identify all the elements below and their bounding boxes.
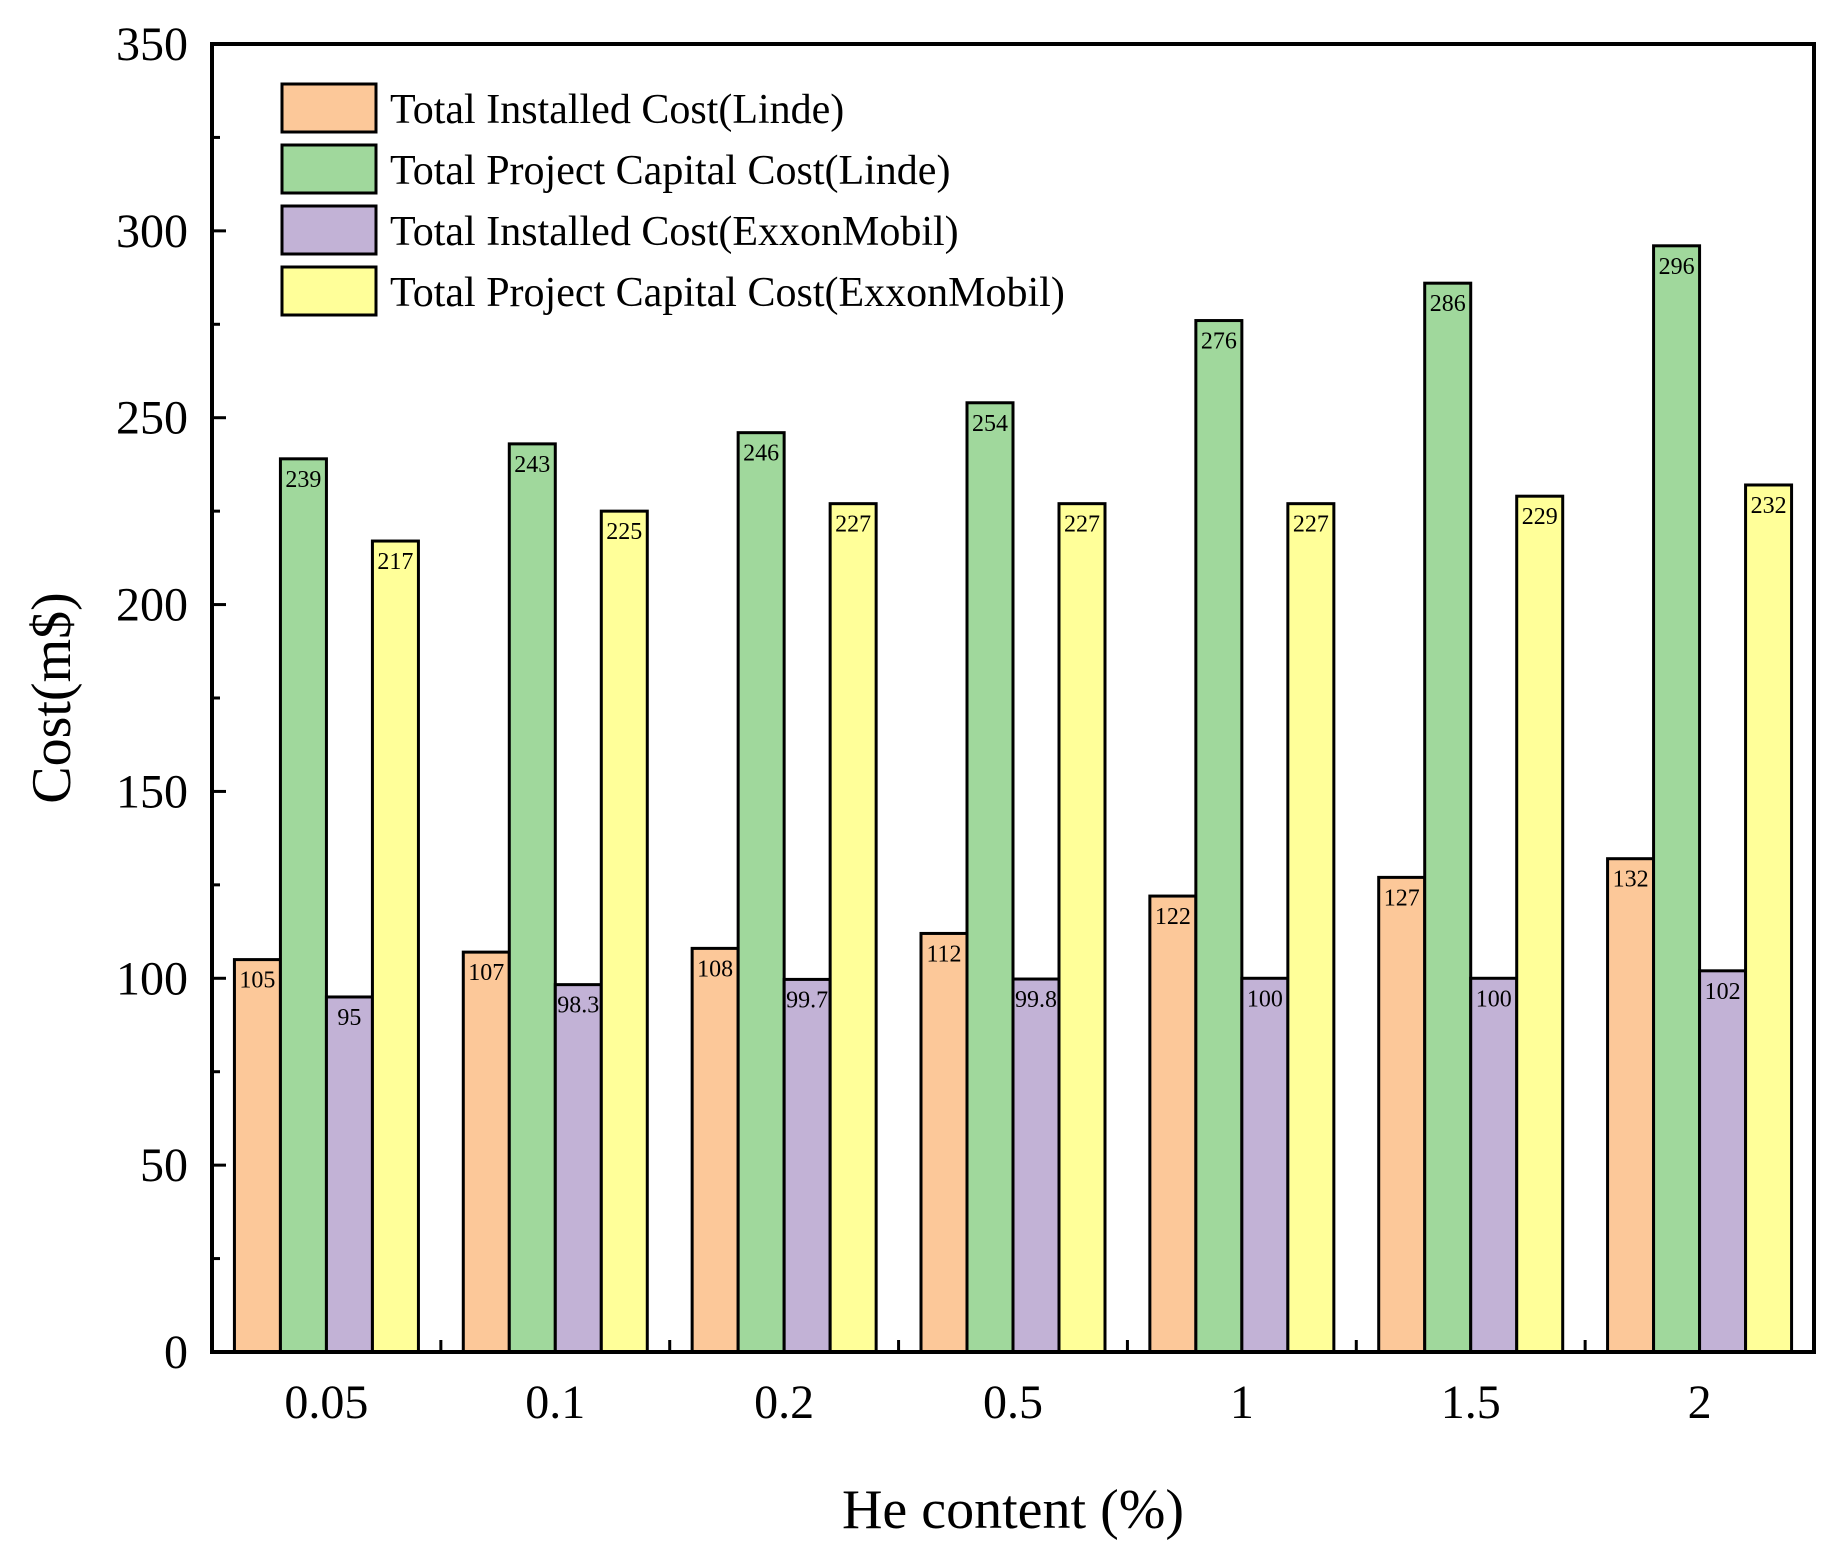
y-tick-label: 350 xyxy=(116,18,188,71)
data-label-s1-1: 122 xyxy=(1155,904,1191,930)
bar-s3-2 xyxy=(1698,969,1748,1354)
data-label-s2-0.2: 246 xyxy=(743,441,779,467)
data-label-s3-2: 102 xyxy=(1705,979,1741,1005)
data-label-s2-2: 296 xyxy=(1659,254,1695,280)
data-label-s3-0.1: 98.3 xyxy=(557,993,599,1019)
data-label-s4-0.1: 225 xyxy=(606,519,642,545)
data-label-s4-0.05: 217 xyxy=(377,549,413,575)
y-axis: 0 50 100 150 200 250 300 350 xyxy=(116,18,226,1379)
data-label-s4-1.5: 229 xyxy=(1522,504,1558,530)
bar-s2-0.1 xyxy=(507,442,557,1354)
data-labels-layer: 105 239 95 217 107 243 98.3 225 108 246 99.7 227 112… xyxy=(239,254,1786,1031)
data-label-s2-1: 276 xyxy=(1201,329,1237,355)
bar-s3-1 xyxy=(1240,976,1290,1354)
data-label-s2-1.5: 286 xyxy=(1430,291,1466,317)
data-label-s3-0.2: 99.7 xyxy=(786,987,828,1013)
legend-swatch-s1 xyxy=(280,82,378,134)
bar-s1-0.5 xyxy=(919,931,969,1354)
bar-s4-0.05 xyxy=(370,539,420,1354)
data-label-s4-0.2: 227 xyxy=(835,512,871,538)
data-label-s3-0.05: 95 xyxy=(337,1005,361,1031)
bar-s2-2 xyxy=(1652,244,1702,1354)
x-axis-title: He content (%) xyxy=(842,1479,1184,1541)
bar-s4-1 xyxy=(1286,502,1336,1354)
y-tick-label: 150 xyxy=(116,765,188,818)
bar-s3-0.5 xyxy=(1011,977,1061,1354)
data-label-s4-2: 232 xyxy=(1751,493,1787,519)
y-tick-label: 200 xyxy=(116,579,188,632)
data-label-s2-0.05: 239 xyxy=(285,467,321,493)
x-tick-label: 0.2 xyxy=(754,1376,814,1429)
data-label-s1-0.2: 108 xyxy=(697,956,733,982)
data-label-s1-2: 132 xyxy=(1613,867,1649,893)
bar-s4-1.5 xyxy=(1515,494,1565,1354)
x-tick-label: 0.1 xyxy=(525,1376,585,1429)
data-label-s3-1.5: 100 xyxy=(1476,986,1512,1012)
y-axis-title: Cost(m$) xyxy=(21,592,83,804)
bar-s3-0.05 xyxy=(324,995,374,1354)
bar-s3-0.2 xyxy=(782,977,832,1354)
bar-s2-0.05 xyxy=(278,457,328,1354)
data-label-s1-1.5: 127 xyxy=(1384,885,1420,911)
data-label-s3-1: 100 xyxy=(1247,986,1283,1012)
bars-layer xyxy=(232,244,1794,1354)
bar-s1-1.5 xyxy=(1377,875,1427,1354)
data-label-s1-0.5: 112 xyxy=(926,941,961,967)
bar-s4-2 xyxy=(1744,483,1794,1354)
y-tick-label: 300 xyxy=(116,205,188,258)
y-tick-label: 50 xyxy=(140,1139,188,1192)
data-label-s2-0.5: 254 xyxy=(972,411,1008,437)
bar-s1-0.1 xyxy=(461,950,511,1354)
bar-s2-1.5 xyxy=(1423,281,1473,1354)
bar-s1-2 xyxy=(1606,857,1656,1354)
x-tick-label: 1 xyxy=(1230,1376,1254,1429)
x-tick-label: 2 xyxy=(1688,1376,1712,1429)
bar-s2-1 xyxy=(1194,319,1244,1354)
bar-s1-1 xyxy=(1148,894,1198,1354)
bar-s3-1.5 xyxy=(1469,976,1519,1354)
x-tick-label: 0.05 xyxy=(284,1376,368,1429)
legend-label-s4: Total Project Capital Cost(ExxonMobil) xyxy=(390,270,1065,316)
bar-s3-0.1 xyxy=(553,983,603,1354)
legend-label-s1: Total Installed Cost(Linde) xyxy=(390,87,844,133)
bar-s4-0.1 xyxy=(599,509,649,1354)
data-label-s4-1: 227 xyxy=(1293,512,1329,538)
x-axis: 0.05 0.1 0.2 0.5 1 1.5 2 xyxy=(284,1340,1712,1429)
data-label-s4-0.5: 227 xyxy=(1064,512,1100,538)
data-label-s3-0.5: 99.8 xyxy=(1015,987,1057,1013)
data-label-s1-0.1: 107 xyxy=(468,960,504,986)
x-tick-label: 1.5 xyxy=(1441,1376,1501,1429)
bar-s1-0.2 xyxy=(690,946,740,1354)
bar-s1-0.05 xyxy=(232,958,282,1354)
data-label-s1-0.05: 105 xyxy=(239,968,275,994)
bar-s4-0.2 xyxy=(828,502,878,1354)
y-tick-label: 100 xyxy=(116,952,188,1005)
legend-label-s2: Total Project Capital Cost(Linde) xyxy=(390,148,950,194)
y-tick-label: 250 xyxy=(116,392,188,445)
legend: Total Installed Cost(Linde) Total Project… xyxy=(280,82,1065,317)
bar-s4-0.5 xyxy=(1057,502,1107,1354)
legend-label-s3: Total Installed Cost(ExxonMobil) xyxy=(390,209,959,255)
legend-swatch-s2 xyxy=(280,143,378,195)
x-tick-label: 0.5 xyxy=(983,1376,1043,1429)
bar-s2-0.5 xyxy=(965,401,1015,1354)
bar-s2-0.2 xyxy=(736,431,786,1354)
y-tick-label: 0 xyxy=(164,1326,188,1379)
legend-swatch-s4 xyxy=(280,265,378,317)
data-label-s2-0.1: 243 xyxy=(514,452,550,478)
legend-swatch-s3 xyxy=(280,204,378,256)
